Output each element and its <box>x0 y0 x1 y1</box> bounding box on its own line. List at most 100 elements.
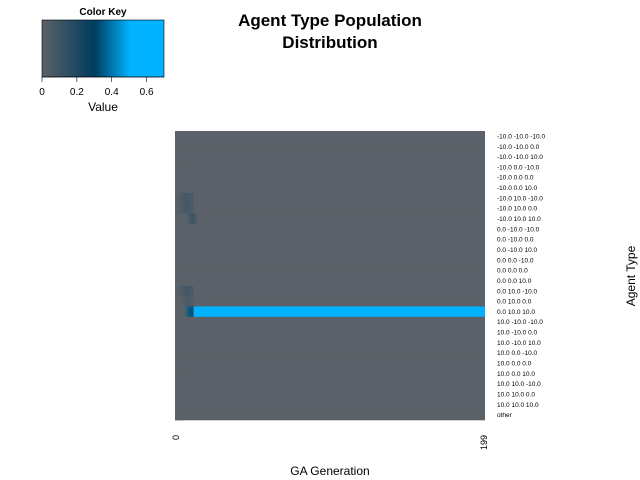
heatmap-cell <box>175 285 194 297</box>
heatmap-cell <box>175 306 185 318</box>
chart-title-line-2: Distribution <box>282 33 377 52</box>
row-label: 0.0 -10.0 10.0 <box>497 247 537 254</box>
heatmap-cell <box>175 409 185 421</box>
row-label: 10.0 0.0 -10.0 <box>497 350 537 357</box>
heatmap-cell <box>175 141 185 152</box>
heatmap-row <box>175 275 485 287</box>
heatmap-row <box>175 192 485 204</box>
heatmap-row <box>175 254 485 266</box>
color-key-ticks: 0 0.2 0.4 0.6 <box>39 77 154 98</box>
row-label: 0.0 0.0 -10.0 <box>497 257 534 264</box>
row-label: -10.0 0.0 10.0 <box>497 185 537 192</box>
row-label: 0.0 -10.0 0.0 <box>497 237 534 244</box>
row-label: -10.0 10.0 0.0 <box>497 206 537 213</box>
row-label: -10.0 -10.0 10.0 <box>497 154 543 161</box>
heatmap-cell <box>175 265 185 276</box>
row-label: 0.0 0.0 10.0 <box>497 278 532 285</box>
heatmap-row <box>175 172 485 183</box>
heatmap-row <box>175 203 485 214</box>
row-label: 10.0 -10.0 10.0 <box>497 340 541 347</box>
heatmap-cells <box>175 131 485 421</box>
column-label: 199 <box>479 435 489 450</box>
heatmap-cell <box>184 306 194 317</box>
heatmap-row <box>175 285 485 297</box>
row-label: 0.0 10.0 -10.0 <box>497 288 537 295</box>
column-labels: 0 199 <box>171 435 489 450</box>
heatmap-cell <box>175 316 185 328</box>
row-label: 10.0 -10.0 0.0 <box>497 330 537 337</box>
heatmap-cell <box>175 368 185 380</box>
heatmap-row <box>175 131 485 142</box>
color-key-tick-label: 0.6 <box>140 87 154 98</box>
row-label: 0.0 0.0 0.0 <box>497 268 528 275</box>
heatmap-cell <box>175 254 185 266</box>
heatmap-cell <box>175 161 185 173</box>
row-labels: -10.0 -10.0 -10.0 -10.0 -10.0 0.0 -10.0 -1… <box>497 133 545 419</box>
heatmap-cell <box>175 378 185 390</box>
row-label: 10.0 -10.0 -10.0 <box>497 319 543 326</box>
row-label: 10.0 10.0 10.0 <box>497 402 539 409</box>
heatmap-row <box>175 378 485 390</box>
heatmap-row <box>175 399 485 410</box>
heatmap-row <box>175 337 485 349</box>
heatmap-row <box>175 409 485 421</box>
row-label: -10.0 0.0 -10.0 <box>497 164 540 171</box>
row-label: 0.0 -10.0 -10.0 <box>497 226 540 233</box>
color-key-label: Value <box>88 100 118 114</box>
heatmap-row <box>175 182 485 194</box>
heatmap-cell <box>175 327 185 338</box>
heatmap-cell <box>185 213 197 224</box>
heatmap-cell <box>179 296 194 307</box>
color-key: Color Key 0 0.2 0.4 0.6 Value <box>39 7 165 114</box>
color-key-tick-label: 0.2 <box>70 87 84 98</box>
heatmap-row <box>175 358 485 369</box>
heatmap-cell <box>175 182 185 194</box>
row-label: 0.0 10.0 0.0 <box>497 299 532 306</box>
row-label: 10.0 10.0 0.0 <box>497 391 535 398</box>
row-label: 10.0 10.0 -10.0 <box>497 381 541 388</box>
row-label: -10.0 -10.0 -10.0 <box>497 133 545 140</box>
heatmap-cell <box>175 275 185 287</box>
row-label: -10.0 -10.0 0.0 <box>497 144 540 151</box>
heatmap-row <box>175 213 485 225</box>
color-key-title: Color Key <box>79 7 127 18</box>
row-label: 10.0 0.0 0.0 <box>497 361 532 368</box>
heatmap-row <box>175 296 485 307</box>
heatmap-row <box>175 223 485 235</box>
color-key-tick-label: 0 <box>39 87 45 98</box>
heatmap-row <box>175 265 485 276</box>
heatmap-cell <box>175 358 185 369</box>
heatmap-cell <box>175 192 194 204</box>
heatmap-cell <box>175 172 185 183</box>
heatmap-cell <box>175 244 185 256</box>
heatmap-row <box>175 368 485 380</box>
row-label: other <box>497 412 513 419</box>
heatmap-dominant-band <box>193 306 485 317</box>
row-label: -10.0 10.0 10.0 <box>497 216 541 223</box>
heatmap-row <box>175 347 485 359</box>
heatmap-cell <box>175 131 185 142</box>
heatmap-cell <box>175 203 194 214</box>
heatmap-cell <box>175 234 185 245</box>
color-key-tick-label: 0.4 <box>105 87 119 98</box>
heatmap-row <box>175 141 485 152</box>
heatmap-row <box>175 244 485 256</box>
heatmap-cell <box>175 337 185 349</box>
chart-title-line-1: Agent Type Population <box>238 11 422 30</box>
heatmap-row <box>175 234 485 245</box>
heatmap-cell <box>175 389 185 400</box>
x-axis-label: GA Generation <box>290 464 369 478</box>
color-key-gradient <box>41 19 165 78</box>
heatmap-row <box>175 327 485 338</box>
heatmap-row <box>175 389 485 400</box>
heatmap-row <box>175 151 485 163</box>
heatmap-row <box>175 316 485 328</box>
heatmap-row <box>175 161 485 173</box>
row-label: -10.0 0.0 0.0 <box>497 175 534 182</box>
row-label: 10.0 0.0 10.0 <box>497 371 535 378</box>
heatmap-cell <box>175 151 185 163</box>
heatmap-cell <box>175 223 185 235</box>
row-label: 0.0 10.0 10.0 <box>497 309 535 316</box>
heatmap-cell <box>175 399 185 410</box>
